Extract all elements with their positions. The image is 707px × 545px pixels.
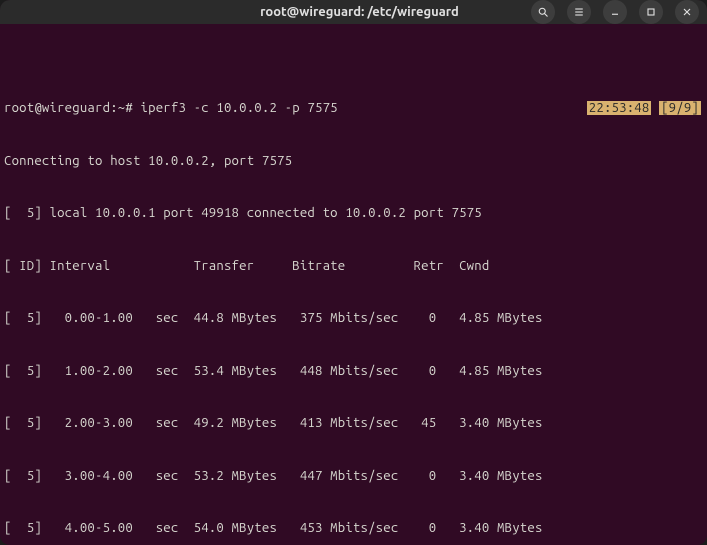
output-line: Connecting to host 10.0.0.2, port 7575	[4, 153, 703, 171]
iperf-row: [ 5] 3.00-4.00 sec 53.2 MBytes 447 Mbits…	[4, 468, 703, 486]
line-text: [ 5] 3.00-4.00 sec 53.2 MBytes 447 Mbits…	[4, 468, 703, 486]
search-icon	[537, 6, 549, 18]
iperf-row: [ 5] 0.00-1.00 sec 44.8 MBytes 375 Mbits…	[4, 310, 703, 328]
maximize-button[interactable]	[639, 0, 663, 24]
output-line: [ 5] local 10.0.0.1 port 49918 connected…	[4, 205, 703, 223]
window-titlebar: root@wireguard: /etc/wireguard	[0, 0, 707, 24]
menu-button[interactable]	[567, 0, 591, 24]
iperf-row: [ 5] 4.00-5.00 sec 54.0 MBytes 453 Mbits…	[4, 520, 703, 538]
line-text: [ 5] 0.00-1.00 sec 44.8 MBytes 375 Mbits…	[4, 310, 703, 328]
terminal-window: root@wireguard: /etc/wireguard root@wire…	[0, 0, 707, 545]
search-button[interactable]	[531, 0, 555, 24]
shell-prompt: root@wireguard:~#	[4, 101, 141, 115]
minimize-icon	[609, 6, 621, 18]
maximize-icon	[645, 6, 657, 18]
line-text: Connecting to host 10.0.0.2, port 7575	[4, 153, 703, 171]
iperf-row: [ 5] 1.00-2.00 sec 53.4 MBytes 448 Mbits…	[4, 363, 703, 381]
close-icon	[681, 6, 693, 18]
terminal-body[interactable]: root@wireguard:~# iperf3 -c 10.0.0.2 -p …	[0, 24, 707, 545]
line-text: [ 5] local 10.0.0.1 port 49918 connected…	[4, 205, 703, 223]
minimize-button[interactable]	[603, 0, 627, 24]
window-title: root@wireguard: /etc/wireguard	[188, 5, 531, 19]
line-text: [ 5] 2.00-3.00 sec 49.2 MBytes 413 Mbits…	[4, 415, 703, 433]
line-text: [ 5] 4.00-5.00 sec 54.0 MBytes 453 Mbits…	[4, 520, 703, 538]
output-line: [ ID] Interval Transfer Bitrate Retr Cwn…	[4, 258, 703, 276]
iperf-row: [ 5] 2.00-3.00 sec 49.2 MBytes 413 Mbits…	[4, 415, 703, 433]
line-text: [ 5] 1.00-2.00 sec 53.4 MBytes 448 Mbits…	[4, 363, 703, 381]
clock-value: 22:53:48	[587, 101, 652, 115]
command-text: iperf3 -c 10.0.0.2 -p 7575	[141, 101, 338, 115]
pane-clock: 22:53:48 [9/9]	[587, 100, 701, 118]
hamburger-icon	[573, 6, 585, 18]
window-controls	[531, 0, 699, 24]
pane-index: [9/9]	[659, 101, 701, 115]
iperf-header: [ ID] Interval Transfer Bitrate Retr Cwn…	[4, 258, 703, 276]
output-line: root@wireguard:~# iperf3 -c 10.0.0.2 -p …	[4, 100, 703, 118]
close-button[interactable]	[675, 0, 699, 24]
